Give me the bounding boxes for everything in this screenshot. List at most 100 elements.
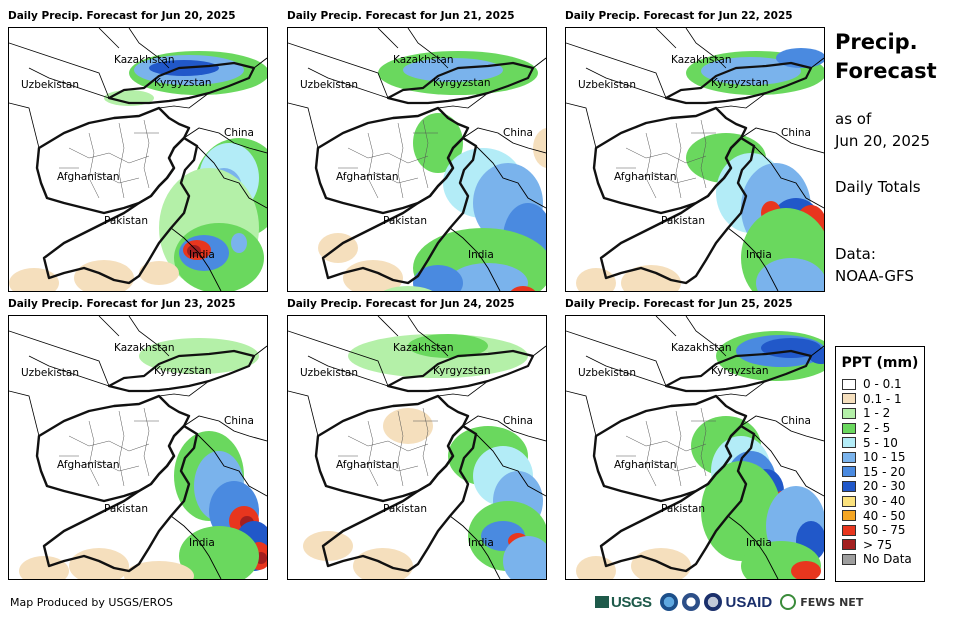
country-label-kyrgyzstan: Kyrgyzstan [154, 77, 212, 89]
legend-label: 40 - 50 [863, 508, 906, 523]
india-border-line [170, 515, 222, 579]
legend-label: 50 - 75 [863, 523, 906, 538]
legend-swatch [842, 451, 856, 463]
precip-area [19, 556, 69, 579]
legend-item: 40 - 50 [842, 508, 924, 523]
legend-label: 5 - 10 [863, 435, 898, 450]
country-label-kyrgyzstan: Kyrgyzstan [433, 77, 491, 89]
india-border-line [170, 227, 222, 291]
noaa-seal-icon [659, 593, 678, 611]
legend-item: 0 - 0.1 [842, 377, 924, 392]
country-label-kyrgyzstan: Kyrgyzstan [154, 365, 212, 377]
precip-area [139, 338, 259, 374]
precip-area [187, 245, 201, 257]
side-title: Precip. Forecast [835, 28, 937, 86]
as-of-label: as of [835, 110, 872, 128]
country-label-afghanistan: Afghanistan [336, 459, 399, 471]
forecast-map: Kazakhstan Uzbekistan Kyrgyzstan China Afgha… [8, 27, 268, 292]
kyrgyzstan-outline [107, 61, 256, 105]
country-label-kyrgyzstan: Kyrgyzstan [711, 77, 769, 89]
precip-map-svg: Kazakhstan Uzbekistan Kyrgyzstan China Afgha… [288, 28, 546, 291]
precip-area [533, 128, 546, 168]
legend-item: > 75 [842, 538, 924, 553]
country-label-afghanistan: Afghanistan [614, 459, 677, 471]
country-label-afghanistan: Afghanistan [336, 171, 399, 183]
precip-area [448, 263, 528, 291]
panel-title: Daily Precip. Forecast for Jun 22, 2025 [565, 10, 793, 22]
country-border-line [288, 28, 489, 149]
country-label-india: India [468, 537, 494, 549]
legend-label: 2 - 5 [863, 421, 891, 436]
country-label-uzbekistan: Uzbekistan [21, 367, 79, 379]
precip-map-svg: Kazakhstan Uzbekistan Kyrgyzstan China Afgha… [288, 316, 546, 579]
data-label: Data: [835, 245, 876, 263]
pakistan-outline [599, 136, 756, 285]
country-label-china: China [224, 127, 254, 139]
precip-map-svg: Kazakhstan Uzbekistan Kyrgyzstan China Afgha… [566, 316, 824, 579]
china-border-line [740, 345, 824, 497]
province-lines [616, 407, 716, 487]
india-border-line [727, 515, 779, 579]
legend-label: 0.1 - 1 [863, 391, 902, 406]
country-label-china: China [224, 415, 254, 427]
panel-title: Daily Precip. Forecast for Jun 25, 2025 [565, 298, 793, 310]
panel-title: Daily Precip. Forecast for Jun 23, 2025 [8, 298, 236, 310]
country-label-india: India [746, 537, 772, 549]
pakistan-outline [599, 424, 756, 573]
pakistan-outline [321, 424, 478, 573]
precip-area [383, 408, 433, 444]
country-label-china: China [781, 415, 811, 427]
country-label-uzbekistan: Uzbekistan [300, 79, 358, 91]
logo-strip: USGS USAID FEWS NET [595, 590, 863, 614]
china-border-line [462, 345, 546, 497]
legend-label: 1 - 2 [863, 406, 891, 421]
fews-globe-icon [780, 594, 797, 610]
country-border-line [9, 28, 210, 149]
legend-swatch [842, 437, 856, 449]
nasa-seal-icon [681, 593, 700, 611]
legend-swatch [842, 480, 856, 492]
country-border-line [288, 316, 489, 437]
usgs-logo-text: USGS [611, 593, 652, 611]
country-label-pakistan: Pakistan [104, 503, 148, 515]
country-label-kyrgyzstan: Kyrgyzstan [711, 365, 769, 377]
country-label-kazakhstan: Kazakhstan [393, 342, 454, 354]
kyrgyzstan-outline [664, 349, 813, 393]
country-label-india: India [189, 249, 215, 261]
forecast-map: Kazakhstan Uzbekistan Kyrgyzstan China Afgha… [565, 315, 825, 580]
forecast-map: Kazakhstan Uzbekistan Kyrgyzstan China Afgha… [565, 27, 825, 292]
precip-area [413, 113, 463, 173]
legend-swatch [842, 539, 856, 551]
legend-item: 5 - 10 [842, 435, 924, 450]
panel-title: Daily Precip. Forecast for Jun 24, 2025 [287, 298, 515, 310]
country-label-india: India [468, 249, 494, 261]
fews-logo-text: FEWS NET [800, 595, 864, 609]
legend-label: 10 - 15 [863, 450, 906, 465]
daily-totals-label: Daily Totals [835, 178, 921, 196]
country-label-pakistan: Pakistan [661, 503, 705, 515]
province-lines [338, 119, 438, 199]
country-label-afghanistan: Afghanistan [614, 171, 677, 183]
legend-swatch [842, 422, 856, 434]
legend-swatch [842, 407, 856, 419]
country-label-china: China [503, 415, 533, 427]
legend-swatch [842, 466, 856, 478]
precip-area [303, 531, 353, 561]
legend-label: 15 - 20 [863, 464, 906, 479]
legend-item: 10 - 15 [842, 450, 924, 465]
panel-title: Daily Precip. Forecast for Jun 20, 2025 [8, 10, 236, 22]
country-border-line [566, 28, 767, 149]
kyrgyzstan-outline [107, 349, 256, 393]
precip-area [69, 548, 129, 579]
precip-area [621, 265, 681, 291]
country-label-afghanistan: Afghanistan [57, 459, 120, 471]
legend-swatch [842, 510, 856, 522]
country-label-india: India [189, 537, 215, 549]
usgs-mark-icon [595, 596, 609, 608]
forecast-map: Kazakhstan Uzbekistan Kyrgyzstan China Afgha… [287, 315, 547, 580]
country-label-pakistan: Pakistan [383, 215, 427, 227]
legend-item: 1 - 2 [842, 406, 924, 421]
map-credit: Map Produced by USGS/EROS [10, 596, 173, 609]
country-label-uzbekistan: Uzbekistan [578, 79, 636, 91]
